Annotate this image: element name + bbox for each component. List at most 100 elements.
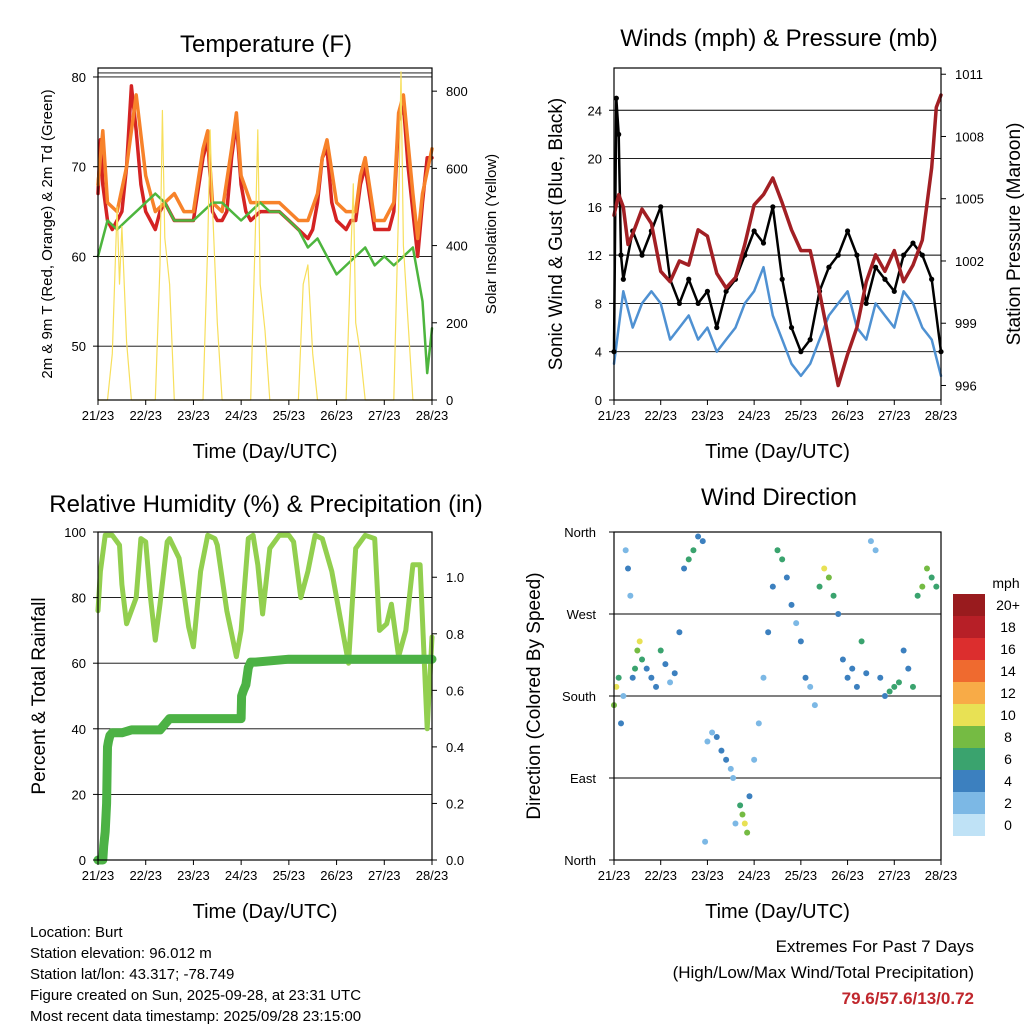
wind-direction-point (839, 656, 846, 663)
gust-point (891, 288, 897, 294)
gust-point (798, 349, 804, 355)
station-latlon: Station lat/lon: 43.317; -78.749 (30, 966, 235, 983)
temperature-x-tick-label: 24/23 (225, 408, 258, 423)
gust-point (779, 276, 785, 282)
wind-direction-point (737, 802, 744, 809)
gust-point (863, 300, 869, 307)
wind-direction-point (739, 811, 746, 818)
wind-direction-point (895, 679, 902, 686)
humidity-y-tick-label: 40 (72, 722, 86, 737)
humidity-y-tick-label: 0 (79, 853, 86, 868)
winds-x-tick-label: 25/23 (785, 408, 818, 423)
wind_direction-x-tick-label: 24/23 (738, 868, 771, 883)
station-elevation: Station elevation: 96.012 m (30, 945, 212, 962)
legend-title: mph (992, 575, 1019, 591)
humidity-y-tick-label: 20 (72, 787, 86, 802)
wind-direction-point (618, 720, 625, 727)
winds-x-tick-label: 27/23 (878, 408, 911, 423)
wind-direction-point (723, 756, 730, 763)
wind_direction-x-tick-label: 21/23 (598, 868, 631, 883)
legend-label: 6 (1004, 751, 1012, 767)
gust-point (639, 252, 645, 258)
wind-direction-point (636, 638, 643, 645)
legend-swatch (953, 792, 985, 814)
humidity-y-tick-label: 60 (72, 656, 86, 671)
legend-swatch (953, 726, 985, 748)
figure-created: Figure created on Sun, 2025-09-28, at 23… (30, 987, 362, 1004)
extremes-block: Extremes For Past 7 Days (High/Low/Max W… (673, 934, 974, 1012)
wind-direction-point (639, 656, 646, 663)
humidity-y2-tick-label: 0.4 (446, 740, 464, 755)
wind-direction-point (702, 838, 709, 845)
temperature-y2-tick-label: 800 (446, 84, 468, 99)
humidity-series-relative-humidity (95, 532, 435, 732)
temperature-x-tick-label: 26/23 (320, 408, 353, 423)
wind-direction-point (900, 647, 907, 654)
wind-direction-point (881, 693, 888, 699)
wind-direction-point (797, 638, 804, 645)
temperature-y-tick-label: 80 (72, 70, 86, 85)
wind_direction-x-tick-label: 23/23 (691, 868, 724, 883)
wind-direction-point (732, 820, 739, 827)
wind_direction-x-tick-label: 27/23 (878, 868, 911, 883)
winds-y-tick-label: 12 (588, 248, 602, 263)
wind-direction-point (653, 683, 660, 690)
gust-point (882, 276, 888, 282)
winds-y2-tick-label: 1008 (955, 129, 984, 144)
temperature-y-title: 2m & 9m T (Red, Orange) & 2m Td (Green) (39, 89, 56, 378)
wind-direction-point (844, 674, 851, 681)
wind-direction-point (727, 765, 734, 772)
gust-point (873, 264, 879, 270)
humidity-y2-tick-label: 0.0 (446, 853, 464, 868)
wind-direction-point (811, 702, 818, 709)
wind-direction-point (872, 547, 879, 554)
legend-swatch (953, 770, 985, 792)
gust-point (788, 324, 795, 331)
wind-direction-point (914, 592, 921, 599)
wind-direction-point (886, 688, 893, 695)
wind-direction-point (783, 574, 790, 581)
wind-direction-point (746, 793, 753, 800)
wind_direction-y-tick-label: West (567, 607, 597, 622)
winds-y2-tick-label: 1011 (955, 67, 983, 82)
winds-series-sonic-wind (612, 265, 943, 378)
humidity-x-tick-label: 26/23 (320, 868, 353, 883)
winds-title: Winds (mph) & Pressure (mb) (620, 25, 937, 52)
humidity-y2-tick-label: 0.8 (446, 627, 464, 642)
wind_direction-y-tick-label: South (562, 689, 596, 704)
extremes-values: 79.6/57.6/13/0.72 (841, 989, 974, 1008)
winds-x-tick-label: 24/23 (738, 408, 771, 423)
wind-direction-point (825, 574, 832, 581)
gust-point (616, 131, 622, 137)
wind-direction-point (769, 583, 776, 590)
winds-y2-tick-label: 999 (955, 316, 977, 331)
temperature-y2-tick-label: 200 (446, 316, 468, 331)
wind-direction-point (730, 775, 737, 781)
wind-direction-point (634, 647, 641, 654)
temperature-series-2m-td (96, 192, 434, 375)
wind-direction-point (671, 670, 678, 677)
wind-direction-point (919, 583, 926, 590)
temperature-y-tick-label: 50 (72, 339, 86, 354)
wind-direction-point (741, 820, 748, 827)
humidity-y2-tick-label: 1.0 (446, 570, 464, 585)
legend-label: 10 (1000, 707, 1016, 723)
wind-direction-point (751, 756, 758, 763)
wind-direction-point (662, 661, 669, 668)
legend-swatch (953, 660, 985, 682)
gust-point (844, 228, 851, 234)
wind-direction-point (863, 670, 870, 677)
legend-swatch (953, 748, 985, 770)
gust-point (658, 204, 664, 210)
winds-x-title: Time (Day/UTC) (705, 441, 850, 463)
wind-direction-point (891, 683, 898, 690)
wind_direction-title: Wind Direction (701, 484, 857, 511)
winds-y-tick-label: 20 (588, 152, 602, 167)
wind_direction-y-tick-label: North (564, 525, 596, 540)
winds-y2-tick-label: 996 (955, 378, 977, 393)
wind-direction-point (704, 738, 711, 745)
temperature-y2-tick-label: 400 (446, 239, 468, 254)
humidity-title: Relative Humidity (%) & Precipitation (i… (49, 491, 482, 518)
wind-direction-point (933, 583, 940, 590)
